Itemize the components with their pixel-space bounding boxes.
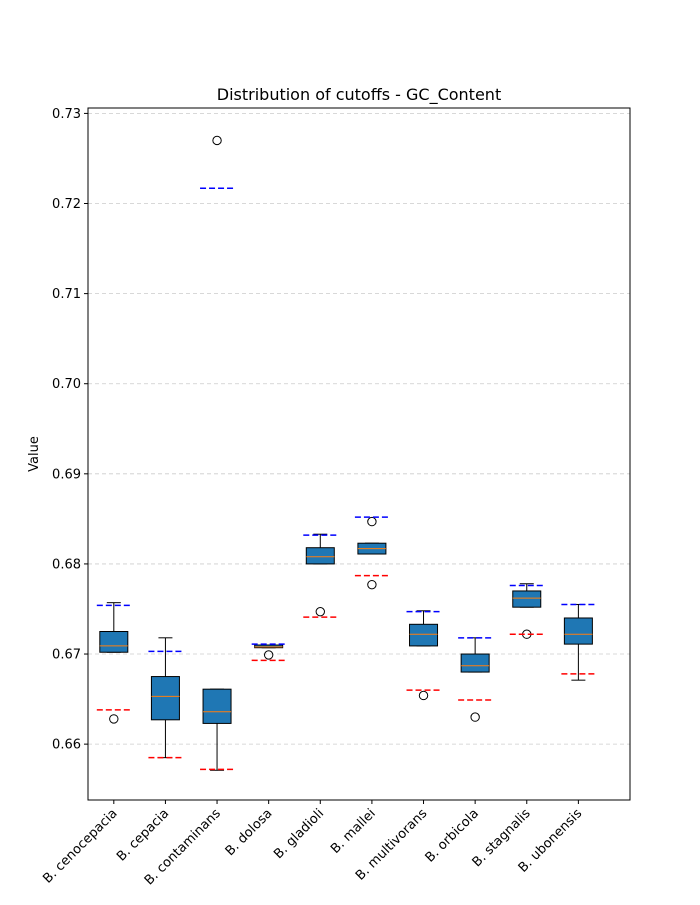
chart-title: Distribution of cutoffs - GC_Content [217, 85, 501, 105]
box-group [148, 637, 183, 759]
outlier-point [109, 714, 119, 724]
y-tick-label: 0.68 [52, 557, 81, 572]
box-body [202, 688, 232, 724]
y-tick-label: 0.71 [52, 287, 81, 302]
box-body [150, 676, 180, 721]
outlier-point [212, 135, 222, 146]
y-tick-label: 0.67 [52, 648, 81, 663]
outlier-point [263, 650, 274, 660]
x-tick-label: B. cenocepacia [40, 806, 120, 886]
outlier-point [367, 516, 377, 527]
outlier-point [418, 690, 429, 701]
plot-frame [87, 107, 631, 801]
y-tick-label: 0.70 [52, 377, 81, 392]
y-tick-label: 0.73 [52, 107, 81, 122]
outlier-point [367, 579, 377, 590]
x-tick-label: B. gladioli [271, 806, 327, 862]
outlier-point [315, 606, 325, 617]
y-tick-label: 0.72 [52, 197, 81, 212]
box-body [409, 623, 439, 647]
box-group [406, 610, 441, 701]
box-group [509, 583, 544, 639]
box-group [96, 602, 131, 724]
box-group [561, 603, 596, 681]
box-body [563, 617, 593, 645]
box-group [251, 643, 286, 662]
box-group [458, 637, 493, 722]
box-group [303, 533, 338, 618]
y-axis-label: Value [27, 436, 42, 472]
y-tick-label: 0.69 [52, 467, 81, 482]
x-tick-label: B. dolosa [223, 806, 276, 859]
box-body [305, 547, 335, 565]
y-axis-ticks: 0.66 0.67 0.68 0.69 0.70 0.71 0.72 0.73 [52, 107, 88, 753]
box-group [200, 135, 235, 771]
y-tick-label: 0.66 [52, 738, 81, 753]
grid-lines [88, 113, 630, 745]
outlier-point [470, 712, 480, 722]
box-series [96, 135, 596, 771]
box-body [512, 590, 542, 608]
box-group [354, 516, 389, 590]
box-body [99, 631, 129, 653]
x-tick-label: B. mallei [328, 806, 379, 857]
box-body [460, 653, 490, 673]
